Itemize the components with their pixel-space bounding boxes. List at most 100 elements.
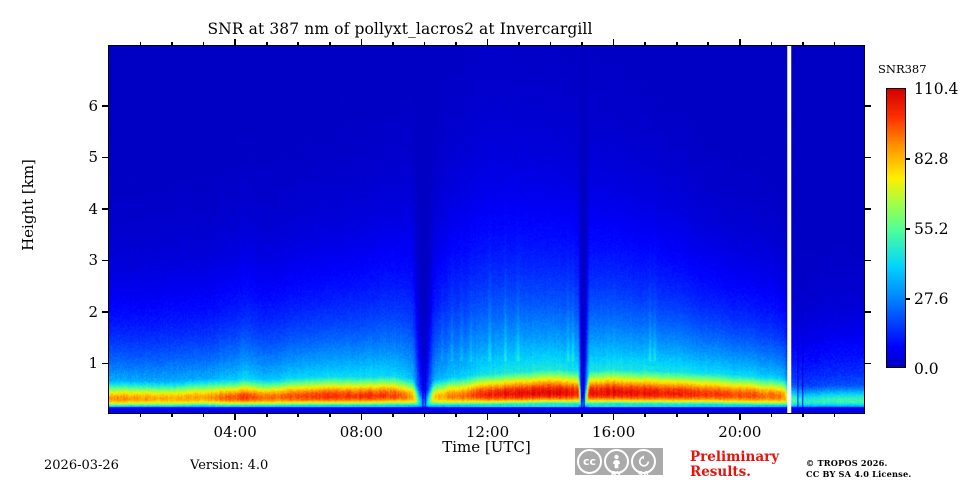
x-axis-tick: [360, 39, 363, 46]
creative-commons-badge[interactable]: cc BY SA: [575, 448, 663, 479]
x-axis-tick: [770, 42, 773, 46]
x-axis-tick: [202, 413, 205, 417]
x-axis-tick: [549, 413, 552, 417]
y-axis-tick-label: 6: [88, 96, 98, 115]
heatmap-canvas: [109, 46, 864, 413]
x-axis-tick: [328, 42, 331, 46]
x-axis-tick: [297, 413, 300, 417]
x-axis-tick: [644, 42, 646, 46]
x-axis-tick: [234, 39, 236, 46]
x-axis-tick: [612, 39, 615, 46]
x-axis-tick: [297, 42, 300, 46]
preliminary-results-note: Preliminary Results.: [690, 449, 800, 480]
x-axis-tick: [707, 42, 710, 46]
x-axis-label: Time [UTC]: [442, 438, 531, 456]
x-axis-tick: [802, 42, 804, 46]
copyright-line-1: © TROPOS 2026.: [806, 458, 888, 468]
x-axis-tick: [139, 413, 142, 417]
colorbar-tick-label: 27.6: [914, 290, 949, 308]
x-axis-tick: [486, 39, 489, 46]
x-axis-tick: [423, 42, 426, 46]
x-axis-tick: [392, 413, 394, 417]
y-axis-tick: [102, 259, 109, 262]
y-axis-tick: [102, 104, 109, 107]
x-axis-tick: [518, 42, 520, 46]
y-axis-tick: [864, 208, 871, 210]
x-axis-tick-label: 16:00: [592, 423, 636, 441]
x-axis-tick: [265, 42, 268, 46]
colorbar-tick-label: 110.4: [914, 80, 959, 98]
y-axis-tick: [102, 311, 109, 313]
colorbar-tick-label: 82.8: [914, 150, 949, 168]
x-axis-tick: [486, 413, 489, 420]
y-axis-tick: [864, 104, 871, 107]
y-axis-tick: [864, 259, 871, 262]
x-axis-tick: [675, 42, 678, 46]
copyright-note: © TROPOS 2026. CC BY SA 4.0 License.: [806, 458, 911, 480]
preliminary-line-2: Results.: [690, 464, 751, 480]
x-axis-tick: [328, 413, 331, 417]
y-axis-label: Height [km]: [19, 159, 37, 251]
y-axis-tick: [864, 311, 871, 313]
x-axis-tick: [739, 413, 741, 420]
x-axis-tick: [202, 42, 205, 46]
x-axis-tick: [234, 413, 236, 420]
colorbar-tick: [905, 228, 910, 230]
x-axis-tick-label: 20:00: [718, 423, 762, 441]
cc-icon-label: cc: [582, 455, 597, 468]
person-icon: [613, 454, 620, 469]
x-axis-tick-label: 12:00: [465, 423, 510, 441]
y-axis-tick-label: 1: [88, 354, 98, 373]
colorbar-tick-label: 55.2: [914, 220, 949, 238]
x-axis-tick: [171, 42, 173, 46]
cc-by-icon: BY: [604, 449, 629, 479]
date-stamp: 2026-03-26: [44, 458, 119, 473]
x-axis-tick: [612, 413, 615, 420]
preliminary-line-1: Preliminary: [690, 449, 780, 465]
x-axis-tick: [833, 42, 836, 46]
colorbar-tick: [905, 158, 910, 160]
colorbar-tick: [905, 298, 910, 300]
figure-title: SNR at 387 nm of pollyxt_lacros2 at Inve…: [207, 20, 593, 38]
colorbar-canvas: [887, 89, 905, 367]
cc-sa-icon: SA: [631, 449, 656, 479]
x-axis-tick: [802, 413, 804, 417]
x-axis-tick: [675, 413, 678, 417]
y-axis-tick-label: 4: [88, 199, 98, 218]
x-axis-tick: [392, 42, 394, 46]
x-axis-tick: [171, 413, 173, 417]
colorbar-tick-label: 0.0: [914, 360, 939, 378]
x-axis-tick: [455, 42, 457, 46]
y-axis-tick-label: 5: [88, 148, 98, 167]
cc-icon: cc: [577, 449, 602, 474]
x-axis-tick: [770, 413, 773, 417]
x-axis-tick: [581, 42, 583, 46]
heatmap-plot-area[interactable]: 1 2 3 4 5 6 04:00 08:00 12:00 16:00 20:00: [88, 39, 871, 441]
x-axis-tick-label: 08:00: [339, 423, 383, 441]
x-axis-tick: [549, 42, 552, 46]
x-axis-tick-label: 04:00: [213, 423, 257, 441]
y-axis-tick: [864, 156, 871, 159]
y-axis-tick-label: 3: [88, 251, 98, 270]
x-axis-tick: [139, 42, 142, 46]
x-axis-tick: [739, 39, 741, 46]
x-axis-tick: [455, 413, 457, 417]
y-axis-tick: [102, 362, 109, 365]
y-axis-tick: [102, 156, 109, 159]
x-axis-tick: [707, 413, 710, 417]
x-axis-tick: [360, 413, 363, 420]
x-axis-tick: [518, 413, 520, 417]
cc-by-label: BY: [610, 470, 623, 479]
version-stamp: Version: 4.0: [190, 458, 269, 473]
cc-sa-label: SA: [637, 470, 650, 479]
x-axis-tick: [581, 413, 583, 417]
colorbar-title: SNR387: [878, 62, 927, 76]
share-alike-icon: [638, 454, 649, 467]
x-axis-tick: [423, 413, 426, 417]
x-axis-tick: [833, 413, 836, 417]
copyright-line-2: CC BY SA 4.0 License.: [806, 469, 912, 480]
y-axis-tick: [864, 362, 871, 365]
x-axis-tick: [644, 413, 646, 417]
colorbar[interactable]: 0.0 27.6 55.2 82.8 110.4: [886, 80, 958, 378]
